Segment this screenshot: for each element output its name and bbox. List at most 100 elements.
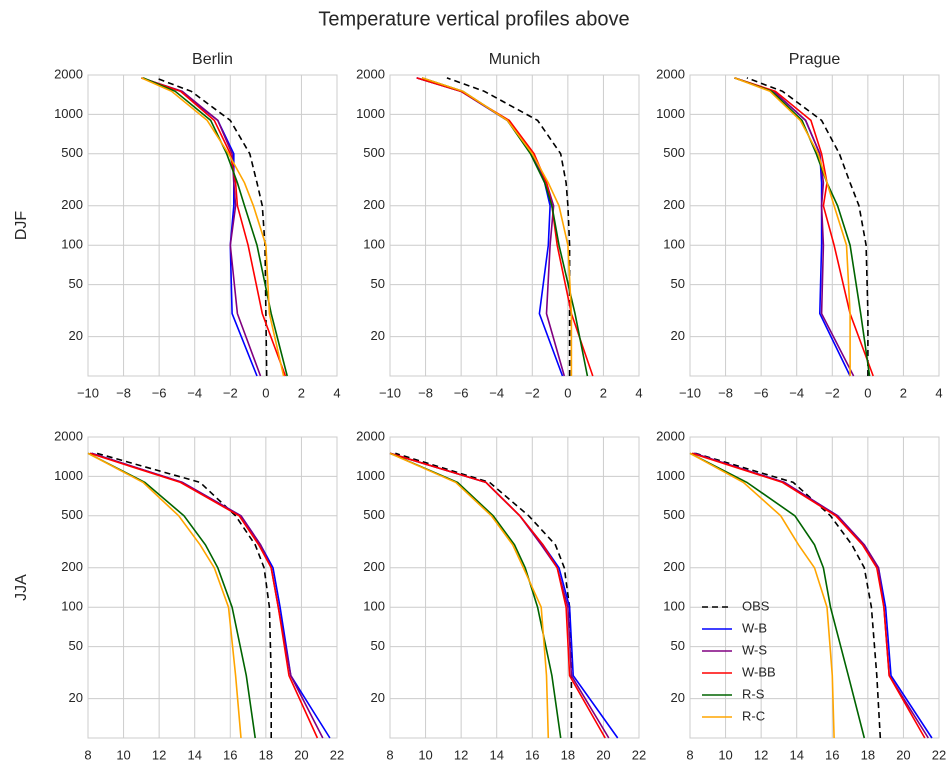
x-tick-label: 18 [861, 747, 875, 762]
y-tick-label: 50 [671, 638, 685, 653]
x-tick-label: 14 [187, 747, 201, 762]
x-tick-label: −6 [754, 385, 769, 400]
x-tick-label: −6 [454, 385, 469, 400]
y-tick-label: 50 [371, 276, 385, 291]
subplot-title: Munich [489, 51, 541, 68]
x-tick-label: 8 [386, 747, 393, 762]
y-tick-label: 50 [371, 638, 385, 653]
y-tick-label: 2000 [656, 66, 685, 81]
x-tick-label: 12 [152, 747, 166, 762]
y-tick-label: 2000 [54, 66, 83, 81]
x-tick-label: 4 [935, 385, 942, 400]
x-tick-label: 16 [223, 747, 237, 762]
series-line [389, 452, 606, 739]
y-tick-label: 200 [61, 559, 83, 574]
series-line [421, 77, 573, 376]
y-tick-label: 2000 [656, 428, 685, 443]
series-line [389, 452, 550, 739]
plot-area [389, 436, 640, 739]
figure-title: Temperature vertical profiles above [318, 8, 629, 30]
subplot-title: Prague [789, 51, 841, 68]
legend-label: R-S [742, 686, 765, 701]
y-tick-label: 20 [371, 328, 385, 343]
x-tick-label: −6 [152, 385, 167, 400]
x-tick-label: 10 [718, 747, 732, 762]
y-tick-label: 20 [671, 328, 685, 343]
y-tick-label: 1000 [656, 468, 685, 483]
y-tick-label: 100 [363, 237, 385, 252]
series-line [141, 77, 287, 377]
y-tick-label: 500 [61, 145, 83, 160]
series-line [89, 452, 319, 739]
x-tick-label: −4 [489, 385, 504, 400]
y-tick-label: 100 [61, 599, 83, 614]
x-tick-label: 18 [259, 747, 273, 762]
x-tick-label: 10 [418, 747, 432, 762]
y-tick-label: 500 [61, 507, 83, 522]
legend-label: W-BB [742, 664, 776, 679]
series-line [141, 77, 285, 377]
series-line [691, 452, 926, 739]
x-tick-label: 0 [564, 385, 571, 400]
x-tick-label: −8 [718, 385, 733, 400]
series-line [142, 77, 288, 377]
x-tick-label: 22 [632, 747, 646, 762]
y-tick-label: 50 [69, 276, 83, 291]
series-line [734, 77, 851, 376]
y-axis-label: DJF [13, 211, 30, 241]
x-tick-label: −8 [418, 385, 433, 400]
x-tick-label: 16 [825, 747, 839, 762]
series-line [746, 77, 869, 376]
x-tick-label: 14 [489, 747, 503, 762]
series-line [689, 452, 835, 739]
x-tick-label: 20 [896, 747, 910, 762]
y-tick-label: 20 [671, 690, 685, 705]
x-tick-label: −4 [187, 385, 202, 400]
y-tick-label: 2000 [54, 428, 83, 443]
x-tick-label: −8 [116, 385, 131, 400]
plot-area [87, 74, 338, 377]
y-tick-label: 500 [663, 507, 685, 522]
x-tick-label: 8 [84, 747, 91, 762]
y-tick-label: 100 [363, 599, 385, 614]
x-tick-label: 10 [116, 747, 130, 762]
x-tick-label: 20 [294, 747, 308, 762]
y-tick-label: 1000 [356, 106, 385, 121]
x-tick-label: −10 [679, 385, 701, 400]
y-tick-label: 200 [363, 559, 385, 574]
y-tick-label: 20 [69, 690, 83, 705]
y-tick-label: 500 [663, 145, 685, 160]
y-tick-label: 2000 [356, 66, 385, 81]
y-tick-label: 200 [61, 197, 83, 212]
x-tick-label: 18 [561, 747, 575, 762]
x-tick-label: 2 [600, 385, 607, 400]
x-tick-label: 22 [330, 747, 344, 762]
y-tick-label: 200 [663, 559, 685, 574]
x-tick-label: 14 [789, 747, 803, 762]
y-tick-label: 200 [363, 197, 385, 212]
legend-label: R-C [742, 708, 765, 723]
plot-area [87, 436, 338, 739]
y-tick-label: 50 [69, 638, 83, 653]
x-tick-label: −2 [525, 385, 540, 400]
x-tick-label: −4 [789, 385, 804, 400]
x-tick-label: −2 [825, 385, 840, 400]
y-tick-label: 20 [69, 328, 83, 343]
series-line [87, 452, 242, 739]
series-line [87, 452, 256, 739]
subplot-title: Berlin [192, 51, 233, 68]
series-line [389, 452, 562, 739]
y-tick-label: 20 [371, 690, 385, 705]
y-tick-label: 2000 [356, 428, 385, 443]
x-tick-label: 2 [900, 385, 907, 400]
x-tick-label: 2 [298, 385, 305, 400]
y-tick-label: 200 [663, 197, 685, 212]
y-tick-label: 500 [363, 145, 385, 160]
series-line [155, 77, 268, 377]
y-tick-label: 100 [61, 237, 83, 252]
x-tick-label: 8 [686, 747, 693, 762]
x-tick-label: −2 [223, 385, 238, 400]
x-tick-label: 16 [525, 747, 539, 762]
y-tick-label: 500 [363, 507, 385, 522]
plot-area [689, 74, 940, 377]
